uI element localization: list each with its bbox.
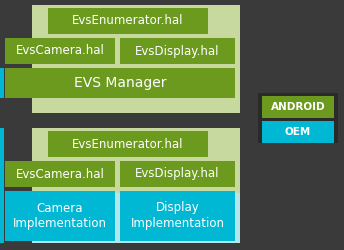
Bar — [5, 161, 115, 187]
Bar — [120, 38, 235, 64]
Bar — [32, 128, 240, 243]
Text: EvsCamera.hal: EvsCamera.hal — [15, 44, 105, 58]
Bar — [0, 68, 4, 98]
Text: EvsDisplay.hal: EvsDisplay.hal — [135, 168, 220, 180]
Bar — [262, 121, 334, 143]
Bar — [5, 191, 115, 241]
Bar — [120, 191, 235, 241]
Bar — [48, 131, 208, 157]
Text: EvsDisplay.hal: EvsDisplay.hal — [135, 44, 220, 58]
Text: ANDROID: ANDROID — [271, 102, 325, 112]
Bar — [258, 93, 338, 143]
Text: EvsEnumerator.hal: EvsEnumerator.hal — [72, 138, 184, 150]
Text: EvsCamera.hal: EvsCamera.hal — [15, 168, 105, 180]
Bar — [5, 68, 235, 98]
Bar — [32, 5, 240, 113]
Bar — [32, 128, 240, 193]
Text: EVS Manager: EVS Manager — [74, 76, 166, 90]
Text: Display
Implementation: Display Implementation — [130, 202, 225, 230]
Text: EvsEnumerator.hal: EvsEnumerator.hal — [72, 14, 184, 28]
Bar — [0, 128, 4, 243]
Bar — [48, 8, 208, 34]
Text: Camera
Implementation: Camera Implementation — [13, 202, 107, 230]
Text: OEM: OEM — [285, 127, 311, 137]
Bar — [262, 96, 334, 118]
Bar — [5, 38, 115, 64]
Bar — [120, 161, 235, 187]
